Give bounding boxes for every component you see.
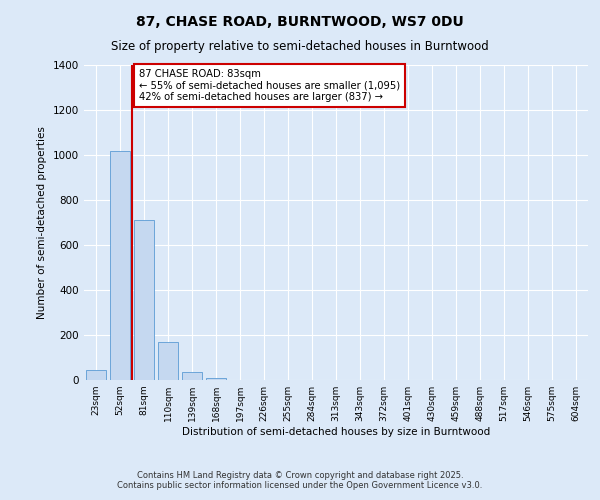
Text: 87, CHASE ROAD, BURNTWOOD, WS7 0DU: 87, CHASE ROAD, BURNTWOOD, WS7 0DU [136,15,464,29]
Y-axis label: Number of semi-detached properties: Number of semi-detached properties [37,126,47,319]
Bar [182,372,202,380]
Text: 87 CHASE ROAD: 83sqm
← 55% of semi-detached houses are smaller (1,095)
42% of se: 87 CHASE ROAD: 83sqm ← 55% of semi-detac… [139,68,400,102]
Bar [206,378,226,380]
Text: Contains HM Land Registry data © Crown copyright and database right 2025.
Contai: Contains HM Land Registry data © Crown c… [118,470,482,490]
Bar [158,342,178,380]
Bar [110,150,130,380]
Bar [86,370,106,380]
X-axis label: Distribution of semi-detached houses by size in Burntwood: Distribution of semi-detached houses by … [182,427,490,437]
Bar [134,220,154,380]
Text: Size of property relative to semi-detached houses in Burntwood: Size of property relative to semi-detach… [111,40,489,53]
